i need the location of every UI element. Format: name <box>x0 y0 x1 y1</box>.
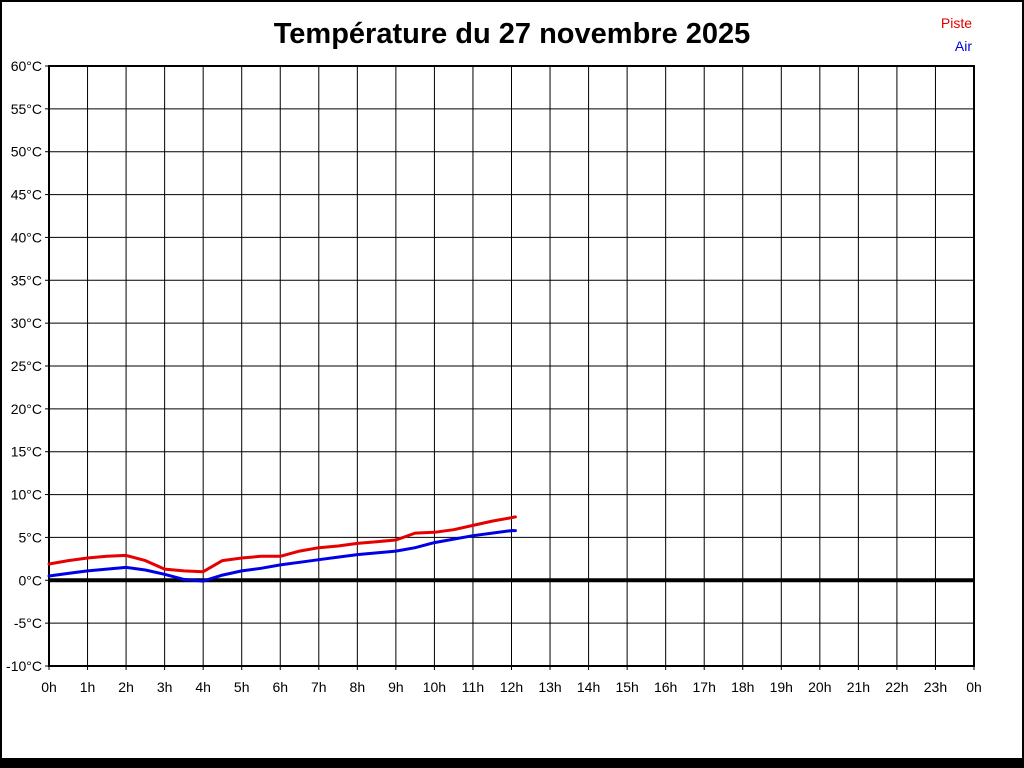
svg-text:50°C: 50°C <box>11 144 42 160</box>
svg-text:20°C: 20°C <box>11 401 42 417</box>
svg-text:-10°C: -10°C <box>6 658 42 674</box>
svg-text:12h: 12h <box>500 679 523 695</box>
svg-text:1h: 1h <box>80 679 96 695</box>
svg-text:21h: 21h <box>847 679 870 695</box>
svg-text:25°C: 25°C <box>11 358 42 374</box>
svg-text:0°C: 0°C <box>19 572 43 588</box>
svg-text:7h: 7h <box>311 679 327 695</box>
chart-title: Température du 27 novembre 2025 <box>273 18 751 50</box>
svg-text:20h: 20h <box>808 679 831 695</box>
svg-text:18h: 18h <box>731 679 754 695</box>
svg-text:40°C: 40°C <box>11 229 42 245</box>
svg-text:5°C: 5°C <box>19 529 43 545</box>
svg-text:17h: 17h <box>693 679 716 695</box>
svg-text:16h: 16h <box>654 679 677 695</box>
svg-text:10°C: 10°C <box>11 487 42 503</box>
legend-item-air: Air <box>954 38 972 54</box>
svg-text:8h: 8h <box>350 679 366 695</box>
svg-text:0h: 0h <box>966 679 982 695</box>
svg-text:4h: 4h <box>195 679 211 695</box>
svg-text:45°C: 45°C <box>11 187 42 203</box>
svg-text:5h: 5h <box>234 679 250 695</box>
svg-text:13h: 13h <box>538 679 561 695</box>
svg-text:-5°C: -5°C <box>14 615 42 631</box>
svg-text:15h: 15h <box>615 679 638 695</box>
svg-text:9h: 9h <box>388 679 404 695</box>
svg-text:60°C: 60°C <box>11 58 42 74</box>
svg-text:11h: 11h <box>462 679 484 695</box>
svg-text:19h: 19h <box>770 679 793 695</box>
svg-text:30°C: 30°C <box>11 315 42 331</box>
svg-text:2h: 2h <box>118 679 134 695</box>
svg-text:22h: 22h <box>885 679 908 695</box>
legend: Piste Air <box>941 12 972 58</box>
svg-text:23h: 23h <box>924 679 947 695</box>
svg-text:10h: 10h <box>423 679 446 695</box>
svg-text:55°C: 55°C <box>11 101 42 117</box>
svg-text:6h: 6h <box>272 679 288 695</box>
svg-text:3h: 3h <box>157 679 173 695</box>
bottom-bar <box>2 758 1022 766</box>
legend-item-piste: Piste <box>940 15 972 31</box>
svg-text:15°C: 15°C <box>11 444 42 460</box>
svg-text:14h: 14h <box>577 679 600 695</box>
svg-text:35°C: 35°C <box>11 272 42 288</box>
svg-text:0h: 0h <box>41 679 57 695</box>
